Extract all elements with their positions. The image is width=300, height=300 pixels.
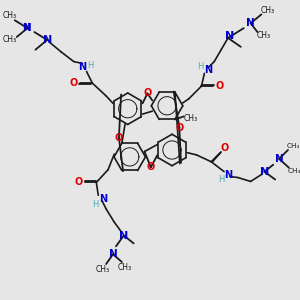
Text: N: N bbox=[79, 62, 87, 72]
Text: CH₃: CH₃ bbox=[184, 114, 198, 123]
Text: CH₃: CH₃ bbox=[286, 143, 300, 149]
Text: CH₃: CH₃ bbox=[3, 11, 17, 20]
Text: N: N bbox=[204, 65, 212, 75]
Text: O: O bbox=[147, 162, 155, 172]
Text: O: O bbox=[215, 81, 223, 91]
Text: O: O bbox=[115, 133, 123, 143]
Text: O: O bbox=[175, 123, 184, 133]
Text: N: N bbox=[224, 169, 232, 180]
Text: CH₃: CH₃ bbox=[3, 35, 17, 44]
Text: CH₃: CH₃ bbox=[256, 31, 270, 40]
Text: O: O bbox=[143, 88, 152, 98]
Text: N: N bbox=[260, 167, 269, 177]
Text: H: H bbox=[218, 175, 224, 184]
Text: N: N bbox=[99, 194, 107, 204]
Text: N: N bbox=[43, 35, 52, 45]
Text: CH₃: CH₃ bbox=[95, 266, 109, 274]
Text: O: O bbox=[74, 177, 83, 188]
Text: N: N bbox=[246, 18, 255, 28]
Text: CH₃: CH₃ bbox=[260, 6, 274, 15]
Text: N: N bbox=[22, 23, 29, 32]
Text: O: O bbox=[70, 78, 78, 88]
Text: CH₃: CH₃ bbox=[118, 263, 132, 272]
Text: N: N bbox=[109, 249, 117, 259]
Text: O: O bbox=[221, 143, 229, 153]
Text: H: H bbox=[197, 62, 204, 71]
Text: N: N bbox=[119, 230, 128, 241]
Text: H: H bbox=[87, 61, 94, 70]
Text: CH₃: CH₃ bbox=[287, 168, 300, 174]
Text: H: H bbox=[92, 200, 98, 208]
Text: N: N bbox=[225, 31, 235, 41]
Text: N: N bbox=[23, 23, 32, 33]
Text: N: N bbox=[275, 154, 284, 164]
